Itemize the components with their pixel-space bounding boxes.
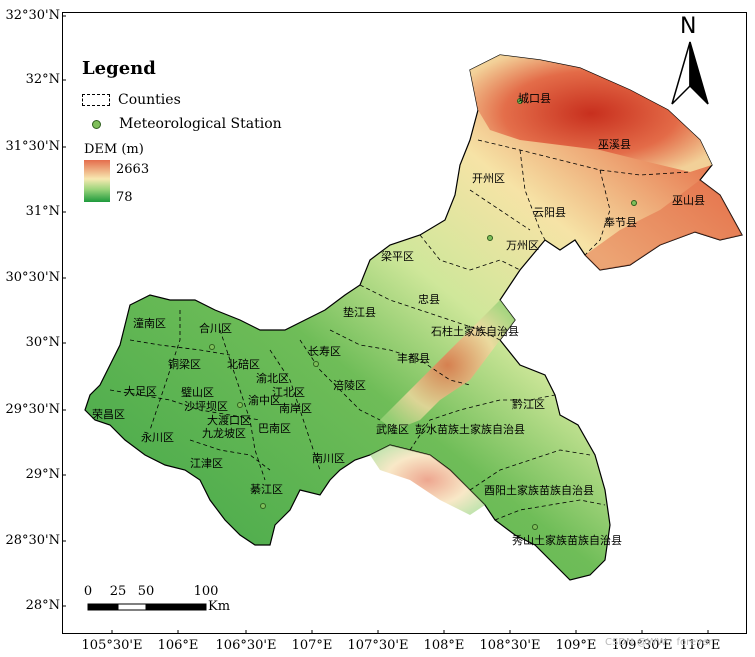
county-label: 丰都县 [397,352,430,365]
county-label: 永川区 [141,430,174,444]
county-label: 垫江县 [343,305,376,319]
legend-title: Legend [82,58,156,79]
scale-bar [87,603,207,611]
county-label: 合川区 [199,321,232,335]
lat-tick-label: 31°30'N [5,139,60,154]
county-label: 潼南区 [133,316,166,330]
county-label: 梁平区 [381,249,414,263]
county-label: 璧山区 [181,385,214,399]
lon-tick-label: 107°30'E [347,638,409,653]
southeast-highlands [585,180,742,270]
county-label: 巫溪县 [598,138,631,151]
county-label: 铜梁区 [168,357,201,371]
county-label: 綦江区 [250,483,283,496]
lat-tick-label: 32°30'N [5,8,60,23]
north-arrow-icon [671,41,709,105]
scale-label: 25 [109,584,127,599]
county-label: 酉阳土家族苗族自治县 [484,483,594,497]
station-dot-icon [92,119,101,129]
lat-tick-label: 30°N [25,335,60,350]
county-label: 大足区 [124,384,157,398]
lat-tick-label: 28°30'N [5,533,60,548]
county-boundaries [109,139,691,521]
watermark: CSDN @WW、forever [605,637,713,648]
lon-tick-label: 109°30'E [611,638,673,653]
county-labels: 城口县 巫溪县 开州区 巫山县 云阳县 奉节县 万州区 梁平区 忠县 垫江县 石… [92,92,705,547]
county-label: 奉节县 [604,215,637,229]
legend-station-label: Meteorological Station [119,116,282,132]
lat-tick-label: 28°N [25,598,60,613]
county-label: 江北区 [272,386,305,399]
scale-label: 0 [83,584,93,599]
county-label: 城口县 [518,92,551,105]
lon-tick-label: 107°E [291,638,333,653]
county-label: 秀山土家族苗族自治县 [512,533,622,547]
lon-tick-label: 106°E [157,638,199,653]
lon-tick-label: 105°30'E [81,638,143,653]
county-label: 石柱土家族自治县 [431,324,519,338]
station-markers [209,98,637,530]
county-label: 荣昌区 [92,408,125,421]
county-label: 北碚区 [227,357,260,371]
county-label: 渝北区 [256,371,289,385]
county-label: 涪陵区 [333,378,366,392]
county-label: 黔江区 [512,397,545,411]
scale-label: 50 [137,584,155,599]
fangdou-ridge [380,300,515,430]
county-label: 长寿区 [308,344,341,358]
dashed-boundary-icon [82,94,110,106]
county-label: 忠县 [418,293,440,306]
lat-tick-label: 29°30'N [5,402,60,417]
dem-color-ramp [84,160,110,202]
lon-tick-label: 108°E [423,638,465,653]
legend-station: Meteorological Station [82,116,282,132]
dem-title: DEM (m) [84,142,144,157]
county-label: 巫山县 [672,194,705,207]
lat-tick-label: 32°N [25,72,60,87]
county-label: 渝中区 [248,393,281,407]
dem-min-label: 78 [116,190,133,205]
county-label: 开州区 [472,172,505,185]
lon-tick-label: 106°30'E [215,638,277,653]
lat-tick-label: 29°N [25,467,60,482]
north-label: N [680,14,697,39]
lon-tick-label: 110°E [679,638,721,653]
county-label: 彭水苗族土家族自治县 [415,422,525,436]
northern-highlands [470,55,712,172]
lat-tick-label: 30°30'N [5,270,60,285]
county-label: 巴南区 [258,422,291,435]
lat-tick-label: 31°N [25,204,60,219]
dem-max-label: 2663 [116,162,150,177]
county-label: 云阳县 [533,206,566,219]
legend-counties-label: Counties [118,92,181,108]
lon-tick-label: 108°30'E [479,638,541,653]
wuling-area [370,445,485,515]
county-label: 大渡口区 [207,413,251,427]
scale-label: 100 [193,584,219,599]
county-label: 南岸区 [279,402,312,415]
county-label: 万州区 [506,239,539,252]
scale-unit: Km [208,599,231,614]
county-label: 江津区 [190,457,223,470]
county-label: 南川区 [312,452,345,465]
map-frame [62,12,747,634]
legend-counties: Counties [82,92,181,108]
county-label: 沙坪坝区 [184,399,228,413]
county-label: 武隆区 [376,422,409,436]
county-label: 九龙坡区 [202,427,246,440]
lon-tick-label: 109°E [555,638,597,653]
